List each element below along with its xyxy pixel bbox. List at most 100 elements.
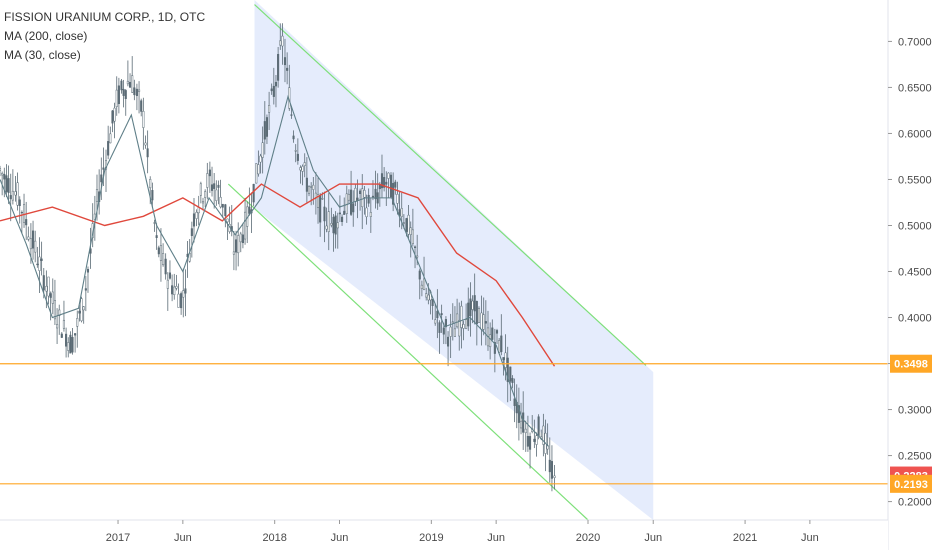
candle-body: [420, 284, 423, 289]
moving-average-layer: [0, 94, 556, 447]
price-badge-level: [890, 354, 932, 373]
candle-body: [513, 398, 516, 406]
candle-body: [117, 85, 120, 105]
candle-body: [95, 189, 99, 202]
candle-body: [224, 204, 227, 217]
candle-body: [131, 75, 134, 93]
candle-body: [460, 305, 463, 328]
y-tick-label: 0.4000: [898, 313, 932, 325]
candle-body: [115, 89, 118, 107]
y-tick-label: 0.2000: [898, 497, 932, 509]
candle-body: [195, 211, 198, 219]
y-tick-label: 0.6500: [898, 82, 932, 94]
candle-body: [192, 213, 196, 227]
candle-body: [144, 142, 147, 146]
candle-body: [524, 428, 527, 434]
candle-body: [29, 238, 32, 250]
candle-body: [49, 293, 52, 298]
candle-body: [407, 214, 410, 235]
candle-body: [166, 279, 169, 289]
candle-body: [392, 182, 395, 205]
y-tick-label: 0.6000: [898, 128, 932, 140]
candle-body: [447, 336, 450, 347]
y-tick-label: 0.5500: [898, 174, 932, 186]
x-tick-label: 2017: [106, 532, 130, 544]
candle-body: [111, 110, 114, 124]
candle-body: [208, 169, 211, 177]
candle-body: [74, 333, 77, 336]
x-tick-label: 2018: [262, 532, 286, 544]
y-tick-label: 0.2500: [898, 451, 932, 463]
candle-body: [352, 203, 355, 213]
candle-body: [537, 416, 540, 436]
candle-body: [471, 300, 474, 310]
candle-body: [159, 245, 162, 261]
candle-body: [343, 210, 346, 215]
candle-body: [265, 117, 269, 137]
candle-body: [336, 222, 339, 229]
candle-body: [219, 196, 222, 208]
candle-body: [462, 324, 465, 329]
candle-body: [369, 212, 372, 217]
candle-body: [307, 186, 311, 194]
candle-body: [444, 319, 447, 328]
candle-body: [509, 366, 512, 382]
candle-body: [248, 206, 251, 214]
candle-body: [201, 201, 205, 204]
candle-body: [365, 207, 368, 218]
candle-body: [190, 228, 193, 236]
candle-body: [102, 167, 105, 170]
candle-body: [553, 475, 556, 478]
candle-body: [451, 321, 454, 324]
candle-body: [42, 275, 45, 291]
candle-body: [431, 299, 434, 306]
candle-body: [354, 187, 357, 202]
candle-body: [323, 206, 326, 222]
candle-body: [405, 218, 408, 232]
legend-ma200[interactable]: MA (200, close): [4, 29, 88, 43]
candle-body: [210, 184, 214, 191]
legend-title[interactable]: FISSION URANIUM CORP., 1D, OTC: [4, 10, 206, 24]
candle-body: [350, 189, 353, 215]
y-axis-background: [888, 0, 932, 550]
candle-body: [40, 258, 43, 261]
candle-body: [177, 293, 180, 308]
candle-body: [213, 183, 216, 189]
price-badge-level: [890, 474, 932, 493]
candle-body: [259, 155, 262, 163]
legend-ma30[interactable]: MA (30, close): [4, 48, 81, 62]
candle-body: [312, 184, 315, 190]
candle-body: [363, 190, 366, 198]
candle-body: [140, 100, 143, 112]
candle-body: [71, 337, 74, 353]
candle-body: [53, 300, 56, 320]
candle-body: [252, 183, 255, 203]
candle-body: [319, 195, 322, 223]
candle-body: [25, 219, 28, 226]
candle-body: [504, 352, 507, 368]
candle-body: [11, 190, 14, 201]
candle-body: [438, 322, 441, 333]
candle-body: [113, 107, 116, 122]
candle-body: [542, 425, 545, 445]
candle-body: [142, 111, 145, 128]
candle-body: [387, 172, 390, 179]
candle-body: [27, 236, 30, 240]
candle-body: [371, 195, 375, 198]
candle-body: [301, 166, 304, 172]
x-tick-label: Jun: [487, 532, 505, 544]
chart-legend: FISSION URANIUM CORP., 1D, OTC MA (200, …: [4, 8, 205, 65]
candle-body: [47, 276, 50, 297]
x-axis-background: [0, 520, 888, 550]
candle-body: [20, 211, 23, 214]
x-tick-label: Jun: [331, 532, 349, 544]
candle-body: [217, 184, 220, 188]
candle-body: [453, 328, 456, 337]
candle-body: [268, 105, 271, 113]
candle-body: [226, 218, 229, 223]
candle-body: [383, 177, 386, 188]
candle-body: [67, 342, 70, 351]
candle-body: [519, 420, 523, 429]
candle-body: [511, 378, 514, 383]
